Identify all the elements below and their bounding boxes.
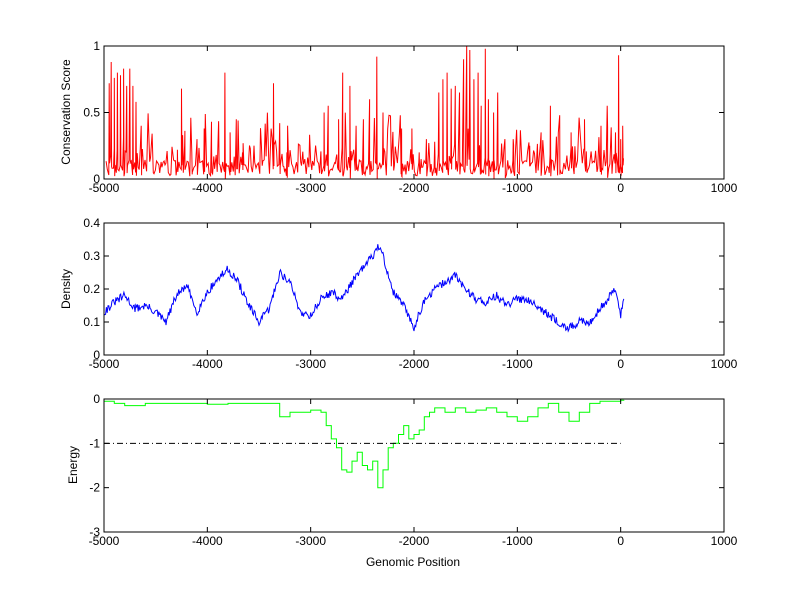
subplot-energy: Energy Genomic Position -5000 -4000 -3000 -… <box>66 392 738 569</box>
x-tick-label: -5000 <box>89 357 120 371</box>
x-tick-label: -2000 <box>399 534 430 548</box>
ylabel-energy: Energy <box>66 446 80 484</box>
x-tick-label: -1000 <box>502 534 533 548</box>
series-line <box>105 45 624 179</box>
series-line <box>104 399 625 489</box>
y-tick-label: 0 <box>93 172 100 186</box>
ylabel-density: Density <box>59 269 73 309</box>
x-tick-label: -1000 <box>502 357 533 371</box>
y-tick-label: 0.5 <box>83 106 100 120</box>
y-tick-label: 0.2 <box>83 282 100 296</box>
x-tick-label: -3000 <box>295 357 326 371</box>
y-tick-label: -2 <box>89 481 100 495</box>
x-tick-label: -2000 <box>399 357 430 371</box>
series-line <box>103 244 625 333</box>
x-tick-label: 1000 <box>711 357 738 371</box>
y-tick-label: -3 <box>89 525 100 539</box>
ylabel-conservation: Conservation Score <box>59 59 73 165</box>
subplot-density: Density -5000 -4000 -3000 -2000 -1000 0 1000 0 0… <box>59 216 738 371</box>
x-tick-label: 1000 <box>711 181 738 195</box>
y-tick-label: -1 <box>89 436 100 450</box>
x-tick-label: 0 <box>617 357 624 371</box>
y-tick-label: 0 <box>93 348 100 362</box>
xlabel-energy: Genomic Position <box>366 555 460 569</box>
x-tick-label: -1000 <box>502 181 533 195</box>
x-tick-label: -5000 <box>89 181 120 195</box>
y-tick-label: 0.3 <box>83 249 100 263</box>
y-tick-label: 0.4 <box>83 216 100 230</box>
subplot-conservation: Conservation Score -5000 -4000 -3000 -2000 -… <box>59 39 738 195</box>
x-tick-label: -3000 <box>295 181 326 195</box>
x-tick-label: -3000 <box>295 534 326 548</box>
y-tick-label: 0.1 <box>83 315 100 329</box>
x-tick-label: -4000 <box>192 181 223 195</box>
x-tick-label: -4000 <box>192 534 223 548</box>
x-tick-label: 0 <box>617 181 624 195</box>
x-tick-label: 1000 <box>711 534 738 548</box>
x-tick-label: -5000 <box>89 534 120 548</box>
y-tick-label: 0 <box>93 392 100 406</box>
x-tick-label: -4000 <box>192 357 223 371</box>
x-tick-label: -2000 <box>399 181 430 195</box>
y-tick-label: 1 <box>93 39 100 53</box>
x-tick-label: 0 <box>617 534 624 548</box>
